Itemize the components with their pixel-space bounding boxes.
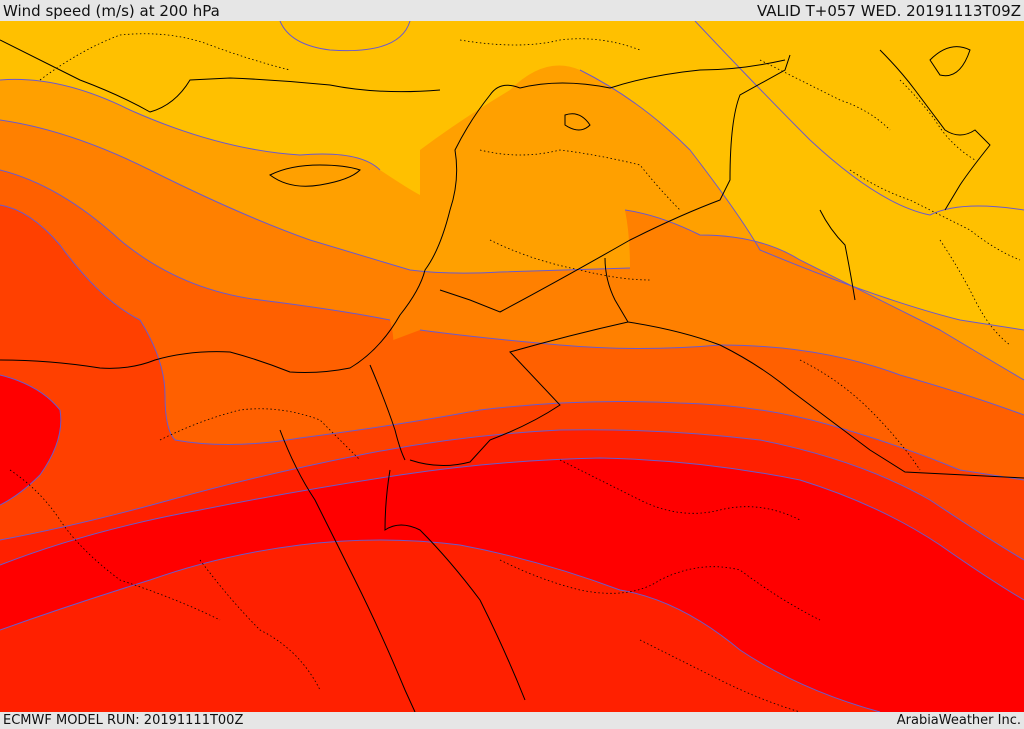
province-borders [9, 33, 1021, 712]
map-title: Wind speed (m/s) at 200 hPa [3, 1, 220, 20]
coastlines [0, 39, 971, 712]
wind-speed-map [0, 21, 1024, 712]
footer-bar: ECMWF MODEL RUN: 20191111T00Z ArabiaWeat… [0, 712, 1024, 729]
valid-time: VALID T+057 WED. 20191113T09Z [756, 1, 1021, 20]
model-run-label: ECMWF MODEL RUN: 20191111T00Z [3, 713, 244, 728]
header-bar: Wind speed (m/s) at 200 hPa VALID T+057 … [0, 0, 1024, 21]
band-8 [0, 375, 1024, 712]
credit-label: ArabiaWeather Inc. [896, 713, 1021, 728]
contour-lines [0, 21, 1024, 712]
country-borders [369, 49, 1024, 479]
